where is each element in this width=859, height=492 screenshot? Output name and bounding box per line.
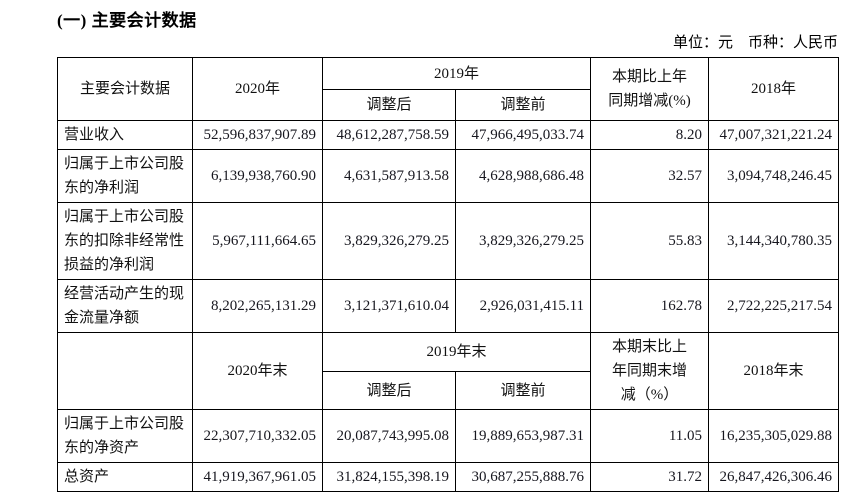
value-2018: 16,235,305,029.88 xyxy=(708,409,840,463)
value-change-pct: 32.57 xyxy=(590,149,710,203)
header-change-eop-line3: 减（%） xyxy=(620,387,679,403)
value-2020: 6,139,938,760.90 xyxy=(192,149,323,203)
table-row-revenue: 营业收入 52,596,837,907.89 48,612,287,758.59… xyxy=(57,120,840,150)
value-2019-adjusted-after: 4,631,587,913.58 xyxy=(322,149,456,203)
value-2019-adjusted-after: 3,121,371,610.04 xyxy=(322,279,456,333)
header-cell-change: 本期比上年 同期增减(%) xyxy=(590,57,710,121)
eop-header-row-1: 2020年末 2019年末 本期末比上 年同期末增 减（%） 2018年末 xyxy=(57,331,840,410)
header-cell-2020-eop: 2020年末 xyxy=(192,332,323,410)
value-2019-adjusted-before: 19,889,653,987.31 xyxy=(454,409,592,463)
value-2020: 5,967,111,664.65 xyxy=(192,202,323,280)
eop-header-row-2: 调整后 调整前 xyxy=(58,371,839,410)
section-title: (一) 主要会计数据 xyxy=(57,11,197,30)
header-change-line2: 同期增减(%) xyxy=(608,93,691,109)
header-cell-adjusted-before: 调整前 xyxy=(454,89,592,121)
value-change-pct: 11.05 xyxy=(590,409,710,463)
value-2019-adjusted-before: 3,829,326,279.25 xyxy=(454,202,592,280)
value-2018: 3,094,748,246.45 xyxy=(708,149,840,203)
value-2019-adjusted-before: 2,926,031,415.11 xyxy=(454,279,592,333)
table-row-net-profit-excl-nonrecurring: 归属于上市公司股东的扣除非经常性损益的净利润 5,967,111,664.65 … xyxy=(57,202,840,280)
header-cell-label-empty xyxy=(57,332,193,410)
header-cell-change-eop: 本期末比上 年同期末增 减（%） xyxy=(590,332,710,410)
value-2019-adjusted-after: 48,612,287,758.59 xyxy=(322,120,456,150)
header-cell-adjusted-after: 调整后 xyxy=(322,89,456,121)
financial-report-page: (一) 主要会计数据 单位：元 币种：人民币 主要会计数据 2020年 2019… xyxy=(57,11,840,492)
header-cell-2018: 2018年 xyxy=(708,57,840,121)
header-change-line1: 本期比上年 xyxy=(612,69,688,85)
row-label: 归属于上市公司股东的净利润 xyxy=(57,149,193,203)
row-label: 归属于上市公司股东的净资产 xyxy=(57,409,193,463)
header-change-eop-line2: 年同期末增 xyxy=(612,363,688,379)
header-cell-label: 主要会计数据 xyxy=(57,57,193,121)
value-2019-adjusted-before: 4,628,988,686.48 xyxy=(454,149,592,203)
row-label: 经营活动产生的现金流量净额 xyxy=(57,279,193,333)
header-cell-2020: 2020年 xyxy=(192,57,323,121)
value-change-pct: 8.20 xyxy=(590,120,710,150)
header-cell-2019: 2019年 xyxy=(321,57,592,90)
value-2018: 2,722,225,217.54 xyxy=(708,279,840,333)
value-2020: 52,596,837,907.89 xyxy=(192,120,323,150)
period-header-row-2: 调整后 调整前 xyxy=(58,89,839,121)
value-change-pct: 55.83 xyxy=(590,202,710,280)
value-2019-adjusted-before: 47,966,495,033.74 xyxy=(454,120,592,150)
period-header-row-1: 主要会计数据 2020年 2019年 本期比上年 同期增减(%) 2018年 xyxy=(57,57,840,121)
row-label: 归属于上市公司股东的扣除非经常性损益的净利润 xyxy=(57,202,193,280)
value-2018: 47,007,321,221.24 xyxy=(708,120,840,150)
table-row-net-profit: 归属于上市公司股东的净利润 6,139,938,760.90 4,631,587… xyxy=(57,149,840,203)
header-cell-2019-eop: 2019年末 xyxy=(321,331,592,373)
header-change-eop-line1: 本期末比上 xyxy=(612,339,688,355)
value-2018: 3,144,340,780.35 xyxy=(708,202,840,280)
value-2019-adjusted-after: 3,829,326,279.25 xyxy=(322,202,456,280)
header-cell-adjusted-after-eop: 调整后 xyxy=(322,371,456,410)
value-2019-adjusted-after: 20,087,743,995.08 xyxy=(322,409,456,463)
header-cell-adjusted-before-eop: 调整前 xyxy=(454,371,592,410)
header-cell-2018-eop: 2018年末 xyxy=(708,332,840,410)
key-accounting-data-table: 主要会计数据 2020年 2019年 本期比上年 同期增减(%) 2018年 调… xyxy=(57,57,840,492)
value-change-pct: 162.78 xyxy=(590,279,710,333)
table-row-net-assets: 归属于上市公司股东的净资产 22,307,710,332.05 20,087,7… xyxy=(57,409,840,463)
table-row-operating-cash-flow: 经营活动产生的现金流量净额 8,202,265,131.29 3,121,371… xyxy=(57,279,840,333)
row-label: 营业收入 xyxy=(57,120,193,150)
value-2020: 22,307,710,332.05 xyxy=(192,409,323,463)
unit-currency-note: 单位：元 币种：人民币 xyxy=(672,35,838,51)
value-2020: 8,202,265,131.29 xyxy=(192,279,323,333)
